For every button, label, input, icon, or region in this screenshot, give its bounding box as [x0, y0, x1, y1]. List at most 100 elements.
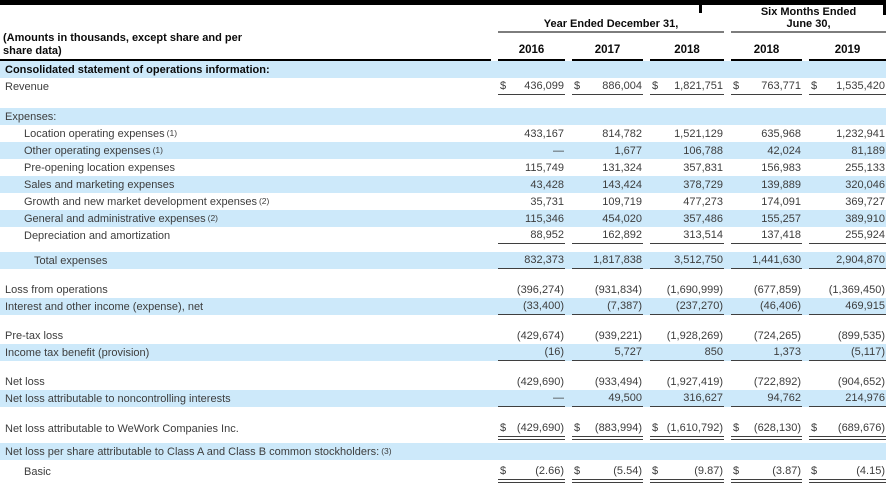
- table-row: Expenses:: [0, 108, 886, 125]
- value-cell: 454,020: [572, 210, 643, 227]
- value-cell: 137,418: [731, 227, 802, 244]
- value-text: (1,928,269): [666, 330, 723, 342]
- value-text: 850: [704, 346, 723, 358]
- value-cell: 469,915: [809, 298, 886, 315]
- value-cell: $ (429,690): [498, 417, 565, 440]
- row-label-text: Growth and new market development expens…: [24, 196, 257, 208]
- year-column-header: 2018: [731, 33, 802, 61]
- value-cell: 139,889: [731, 176, 802, 193]
- row-label-text: Basic: [24, 466, 51, 478]
- row-label-text: Location operating expenses: [24, 128, 165, 140]
- column-group-year-ended: Year Ended December 31,: [498, 18, 724, 33]
- value-cell: 115,749: [498, 159, 565, 176]
- value-cell: (931,834): [572, 281, 643, 298]
- row-label-text: Revenue: [5, 81, 50, 93]
- currency-symbol: $: [574, 422, 581, 434]
- value-text: 1,535,420: [836, 80, 885, 92]
- row-label: Growth and new market development expens…: [0, 193, 491, 210]
- value-text: (9.87): [694, 465, 723, 477]
- value-text: (1,369,450): [828, 284, 885, 296]
- row-label: Depreciation and amortization: [0, 227, 491, 244]
- value-text: (5,117): [850, 346, 885, 358]
- value-text: (4.15): [856, 465, 885, 477]
- header-right-tick: [883, 0, 886, 15]
- value-text: 436,099: [524, 80, 564, 92]
- value-text: 131,324: [602, 162, 642, 174]
- value-text: (722,892): [753, 376, 801, 388]
- row-label-text: General and administrative expenses: [24, 213, 206, 225]
- value-cell: 155,257: [731, 210, 802, 227]
- row-label-text: Pre-tax loss: [5, 330, 64, 342]
- value-text: (1,927,419): [666, 376, 723, 388]
- row-label: Consolidated statement of operations inf…: [0, 61, 886, 78]
- currency-symbol: $: [811, 422, 818, 434]
- value-text: 635,968: [761, 128, 801, 140]
- value-cell: 88,952: [498, 227, 565, 244]
- currency-symbol: $: [574, 465, 581, 477]
- value-cell: (46,406): [731, 298, 802, 315]
- currency-symbol: $: [652, 465, 659, 477]
- value-cell: 174,091: [731, 193, 802, 210]
- value-text: (899,535): [837, 330, 885, 342]
- table-row: Pre-opening location expenses 115,749 131,…: [0, 159, 886, 176]
- table-row: Revenue $436,099 $886,004 $1,821,751 $763,77…: [0, 78, 886, 95]
- year-column-header: 2018: [650, 33, 724, 61]
- currency-symbol: $: [733, 80, 740, 92]
- row-label-text: Pre-opening location expenses: [24, 162, 176, 174]
- value-cell: 255,924: [809, 227, 886, 244]
- currency-symbol: $: [652, 422, 659, 434]
- value-cell: $763,771: [731, 78, 802, 95]
- value-cell: 850: [650, 344, 724, 361]
- table-row: Depreciation and amortization 88,952 162,8…: [0, 227, 886, 244]
- value-cell: 35,731: [498, 193, 565, 210]
- row-label-text: Net loss: [5, 376, 45, 388]
- amounts-note-line1: (Amounts in thousands, except share and …: [3, 32, 242, 44]
- top-rule: [0, 0, 886, 5]
- value-text: 3,512,750: [674, 254, 723, 266]
- value-cell: $ (2.66): [498, 460, 565, 483]
- value-text: (7,387): [607, 300, 642, 312]
- row-label: Expenses:: [0, 108, 886, 125]
- value-cell: (1,927,419): [650, 373, 724, 390]
- row-label-text: Net loss attributable to noncontrolling …: [5, 393, 231, 405]
- row-label: Pre-tax loss: [0, 327, 491, 344]
- value-cell: (33,400): [498, 298, 565, 315]
- value-text: 162,892: [602, 229, 642, 241]
- value-text: (628,130): [753, 422, 801, 434]
- value-cell: (1,690,999): [650, 281, 724, 298]
- value-text: 814,782: [602, 128, 642, 140]
- value-text: 886,004: [602, 80, 642, 92]
- value-text: 174,091: [761, 196, 801, 208]
- value-text: 143,424: [602, 179, 642, 191]
- value-cell: 43,428: [498, 176, 565, 193]
- currency-symbol: $: [652, 80, 659, 92]
- value-cell: 477,273: [650, 193, 724, 210]
- value-cell: 1,677: [572, 142, 643, 159]
- value-cell: 433,167: [498, 125, 565, 142]
- table-header: (Amounts in thousands, except share and …: [0, 5, 886, 61]
- row-label-text: Total expenses: [34, 255, 108, 267]
- value-cell: 320,046: [809, 176, 886, 193]
- value-text: (429,690): [516, 422, 564, 434]
- value-cell: 255,133: [809, 159, 886, 176]
- value-text: —: [553, 392, 564, 404]
- currency-symbol: $: [500, 422, 507, 434]
- value-cell: (724,265): [731, 327, 802, 344]
- value-text: 43,428: [530, 179, 564, 191]
- value-cell: (16): [498, 344, 565, 361]
- row-label: Net loss attributable to noncontrolling …: [0, 390, 491, 407]
- value-cell: (933,494): [572, 373, 643, 390]
- value-text: (724,265): [753, 330, 801, 342]
- value-text: 1,821,751: [674, 80, 723, 92]
- table-row: Net loss attributable to WeWork Companie…: [0, 417, 886, 440]
- value-text: (396,274): [516, 284, 564, 296]
- column-group-six-months: Six Months Ended June 30,: [731, 6, 886, 33]
- value-text: (1,610,792): [666, 422, 723, 434]
- value-text: 137,418: [761, 229, 801, 241]
- amounts-note-line2: share data): [3, 44, 62, 57]
- spacer-row: [0, 407, 886, 417]
- value-cell: 156,983: [731, 159, 802, 176]
- currency-symbol: $: [500, 80, 507, 92]
- value-cell: (237,270): [650, 298, 724, 315]
- row-label-text: Net loss per share attributable to Class…: [5, 446, 380, 458]
